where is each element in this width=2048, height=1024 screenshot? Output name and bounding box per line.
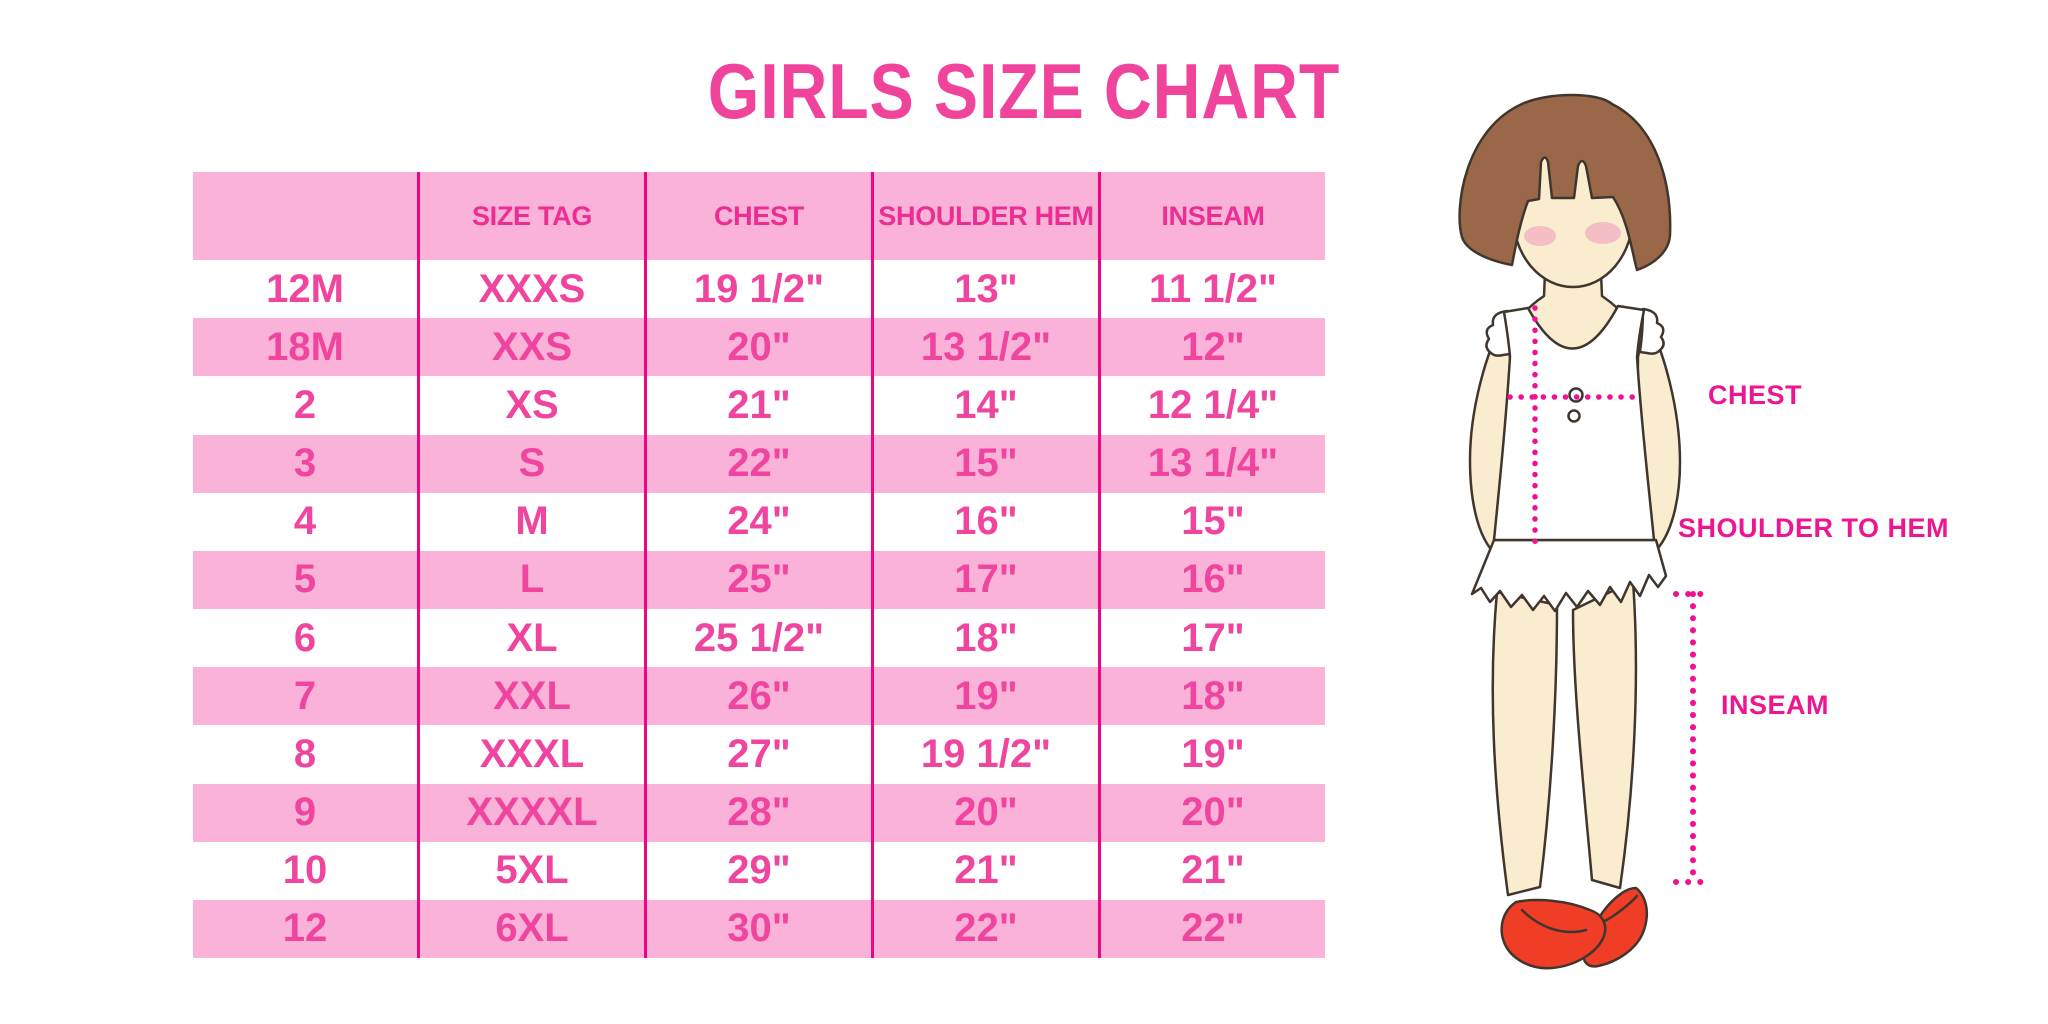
inseam-label: INSEAM — [1721, 690, 1830, 720]
table-cell: 22" — [1098, 899, 1325, 959]
table-cell: M — [417, 492, 644, 551]
table-cell: 12" — [1098, 318, 1325, 377]
table-cell: 19 1/2" — [644, 260, 871, 319]
table-cell: 10 — [282, 848, 328, 893]
table-row: 5 L 25" 17" 16" — [193, 550, 1325, 610]
shoulder-to-hem-label: SHOULDER TO HEM — [1678, 513, 1950, 543]
table-row: 12M XXXS 19 1/2" 13" 11 1/2" — [193, 260, 1325, 319]
table-cell: 19 1/2" — [871, 725, 1098, 784]
table-cell: 12M — [266, 266, 344, 311]
table-cell: 3 — [293, 441, 317, 486]
left-shoe-strap — [1520, 908, 1588, 934]
table-cell: XXXXL — [417, 783, 644, 842]
table-cell: 9 — [293, 790, 317, 835]
table-cell: 20" — [871, 783, 1098, 842]
table-cell: 30" — [644, 899, 871, 959]
table-cell: 16" — [871, 492, 1098, 551]
table-cell: 22" — [644, 434, 871, 493]
table-cell: 19" — [1098, 725, 1325, 784]
table-row: 3 S 22" 15" 13 1/4" — [193, 434, 1325, 493]
skirt-ruffle — [1470, 538, 1668, 613]
table-row: 6 XL 25 1/2" 18" 17" — [193, 609, 1325, 668]
table-cell: 6 — [293, 615, 317, 660]
table-cell: 22" — [871, 899, 1098, 959]
table-row: 9 XXXXL 28" 20" 20" — [193, 783, 1325, 842]
table-cell: 4 — [293, 499, 317, 544]
table-row: 12 6XL 30" 22" 22" — [193, 899, 1325, 959]
table-cell: 17" — [871, 550, 1098, 610]
table-row: 2 XS 21" 14" 12 1/4" — [193, 376, 1325, 435]
table-cell: XXXS — [417, 260, 644, 319]
table-cell: 18" — [1098, 667, 1325, 726]
table-cell: 25" — [644, 550, 871, 610]
left-leg — [1491, 590, 1559, 897]
table-cell: 24" — [644, 492, 871, 551]
table-cell: XXL — [417, 667, 644, 726]
table-row: 4 M 24" 16" 15" — [193, 492, 1325, 551]
right-shoe — [1582, 886, 1648, 968]
table-cell: 17" — [1098, 609, 1325, 668]
table-cell: 20" — [1098, 783, 1325, 842]
header-cell-chest: CHEST — [644, 172, 871, 260]
table-cell: 14" — [871, 376, 1098, 435]
table-cell: 5XL — [417, 841, 644, 900]
table-cell: XXS — [417, 318, 644, 377]
table-cell: 20" — [644, 318, 871, 377]
right-shoulder-ruffle — [1638, 307, 1665, 355]
table-cell: 12 1/4" — [1098, 376, 1325, 435]
right-cheek-blush — [1585, 222, 1621, 244]
table-cell: S — [417, 434, 644, 493]
table-row: 8 XXXL 27" 19 1/2" 19" — [193, 725, 1325, 784]
table-cell: 13" — [871, 260, 1098, 319]
table-cell: 15" — [1098, 492, 1325, 551]
table-cell: 12 — [282, 906, 328, 951]
right-leg — [1571, 579, 1638, 890]
table-cell: 29" — [644, 841, 871, 900]
table-cell: 5 — [293, 557, 317, 602]
table-cell: 2 — [293, 382, 317, 427]
table-row: 7 XXL 26" 19" 18" — [193, 667, 1325, 726]
table-cell: 18M — [266, 324, 344, 369]
table-cell: XXXL — [417, 725, 644, 784]
header-cell-inseam: INSEAM — [1098, 172, 1325, 260]
table-cell: 21" — [644, 376, 871, 435]
table-row: 18M XXS 20" 13 1/2" 12" — [193, 318, 1325, 377]
chest-label: CHEST — [1708, 380, 1803, 410]
table-cell: 6XL — [417, 899, 644, 959]
table-header-row: SIZE TAG CHEST SHOULDER HEM INSEAM — [193, 172, 1325, 260]
table-cell: 25 1/2" — [644, 609, 871, 668]
hair — [1458, 93, 1672, 272]
table-cell: 8 — [293, 731, 317, 776]
header-cell-shoulder-hem: SHOULDER HEM — [871, 172, 1098, 260]
girl-illustration — [1458, 93, 1713, 970]
table-cell: XL — [417, 609, 644, 668]
header-cell-size — [193, 172, 417, 260]
left-shoe — [1500, 898, 1607, 970]
table-row: 10 5XL 29" 21" 21" — [193, 841, 1325, 900]
table-cell: 21" — [1098, 841, 1325, 900]
table-cell: 21" — [871, 841, 1098, 900]
table-cell: 26" — [644, 667, 871, 726]
header-cell-size-tag: SIZE TAG — [417, 172, 644, 260]
table-cell: 15" — [871, 434, 1098, 493]
left-cheek-blush — [1524, 226, 1556, 246]
size-table: SIZE TAG CHEST SHOULDER HEM INSEAM 12M X… — [193, 172, 1325, 959]
bottom-button — [1567, 409, 1581, 423]
table-cell: 11 1/2" — [1098, 260, 1325, 319]
table-cell: 27" — [644, 725, 871, 784]
table-cell: 16" — [1098, 550, 1325, 610]
page-title: GIRLS SIZE CHART — [707, 47, 1341, 135]
table-cell: 7 — [293, 673, 317, 718]
table-cell: 18" — [871, 609, 1098, 668]
table-cell: 19" — [871, 667, 1098, 726]
table-cell: XS — [417, 376, 644, 435]
table-cell: 13 1/4" — [1098, 434, 1325, 493]
table-cell: 28" — [644, 783, 871, 842]
table-cell: L — [417, 550, 644, 610]
table-cell: 13 1/2" — [871, 318, 1098, 377]
